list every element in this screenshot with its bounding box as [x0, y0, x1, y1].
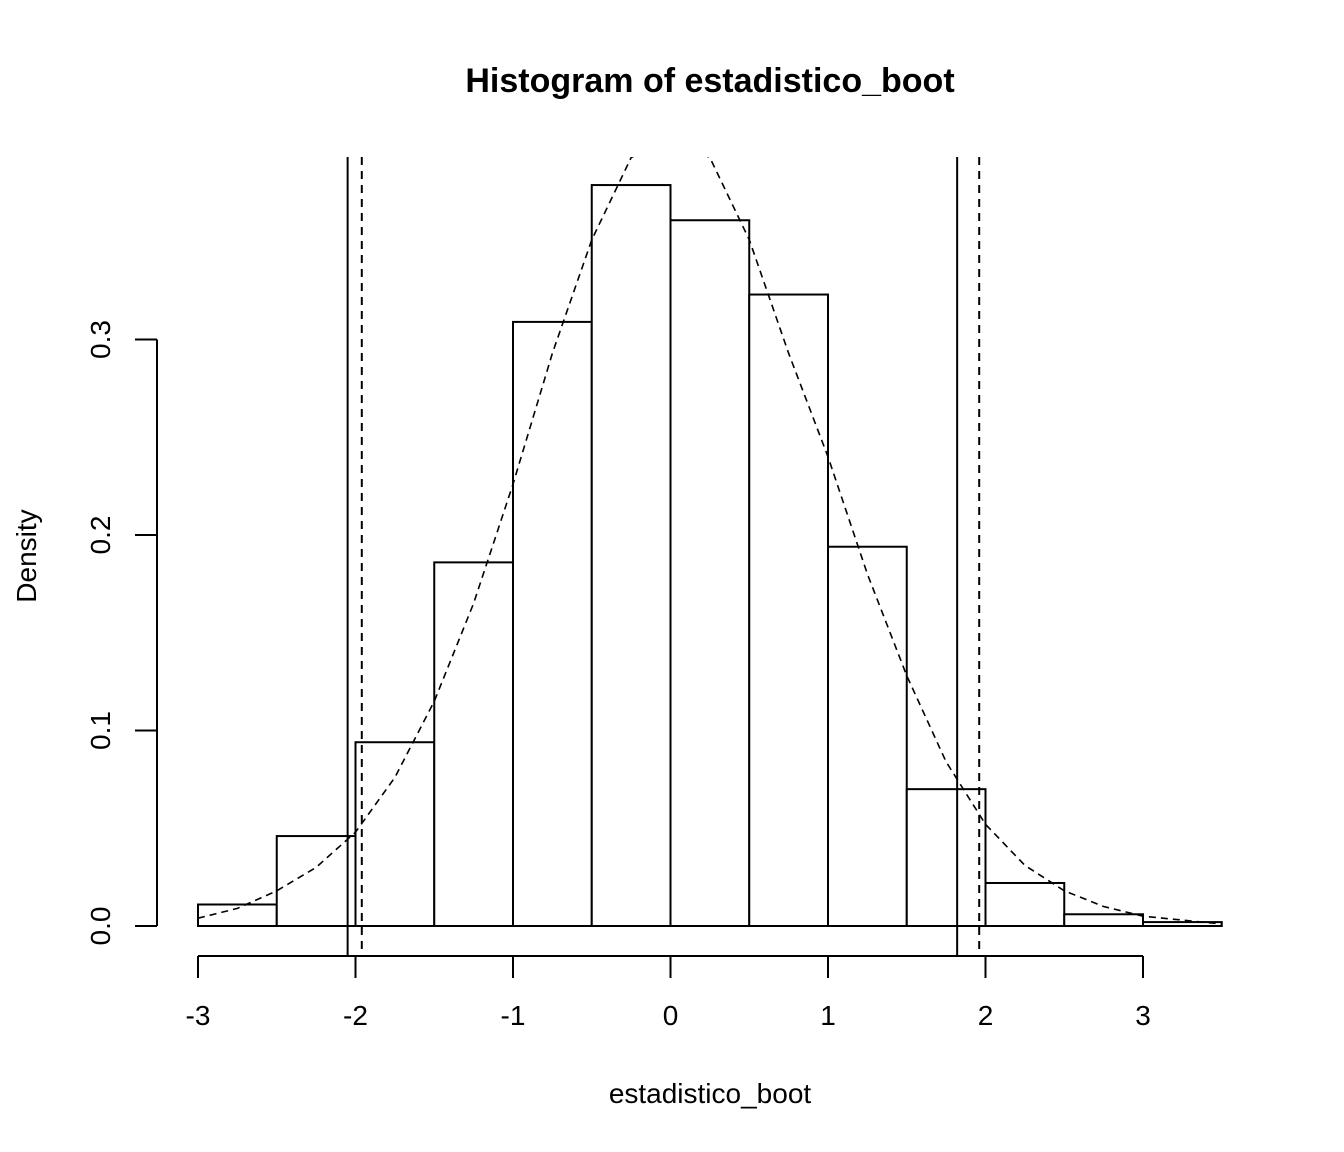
vertical-lines-group: [346, 157, 981, 956]
x-tick-label: -1: [501, 1000, 526, 1031]
x-tick-label: 0: [663, 1000, 679, 1031]
x-axis: -3 -2 -1 0 1 2 3: [186, 955, 1151, 1031]
y-tick-label: 0.3: [85, 320, 116, 359]
histogram-bar: [354, 741, 436, 927]
x-axis-label: estadistico_boot: [609, 1078, 812, 1109]
y-axis: 0.0 0.1 0.2 0.3: [85, 320, 158, 946]
x-tick-label: -2: [343, 1000, 368, 1031]
chart-title: Histogram of estadistico_boot: [465, 62, 954, 100]
density-curve-group: [197, 157, 1222, 925]
histogram-bar: [1063, 913, 1144, 928]
histogram-bar: [433, 561, 514, 927]
histogram-bar: [275, 835, 357, 928]
histogram-bar: [905, 788, 987, 928]
y-tick-label: 0.0: [85, 907, 116, 946]
x-tick-label: -3: [186, 1000, 211, 1031]
histogram-bar: [669, 219, 751, 927]
histogram-bar: [827, 545, 908, 927]
histogram-bars: [197, 184, 1223, 928]
x-tick-label: 3: [1135, 1000, 1151, 1031]
y-tick-label: 0.1: [85, 711, 116, 750]
histogram-bar: [590, 184, 672, 927]
histogram-bar: [748, 293, 829, 928]
y-axis-label: Density: [11, 509, 42, 602]
y-tick-label: 0.2: [85, 516, 116, 555]
histogram-bar: [512, 320, 593, 927]
x-tick-label: 1: [820, 1000, 836, 1031]
density-curve: [197, 157, 1222, 925]
histogram-bar: [984, 881, 1066, 927]
x-tick-label: 2: [978, 1000, 994, 1031]
